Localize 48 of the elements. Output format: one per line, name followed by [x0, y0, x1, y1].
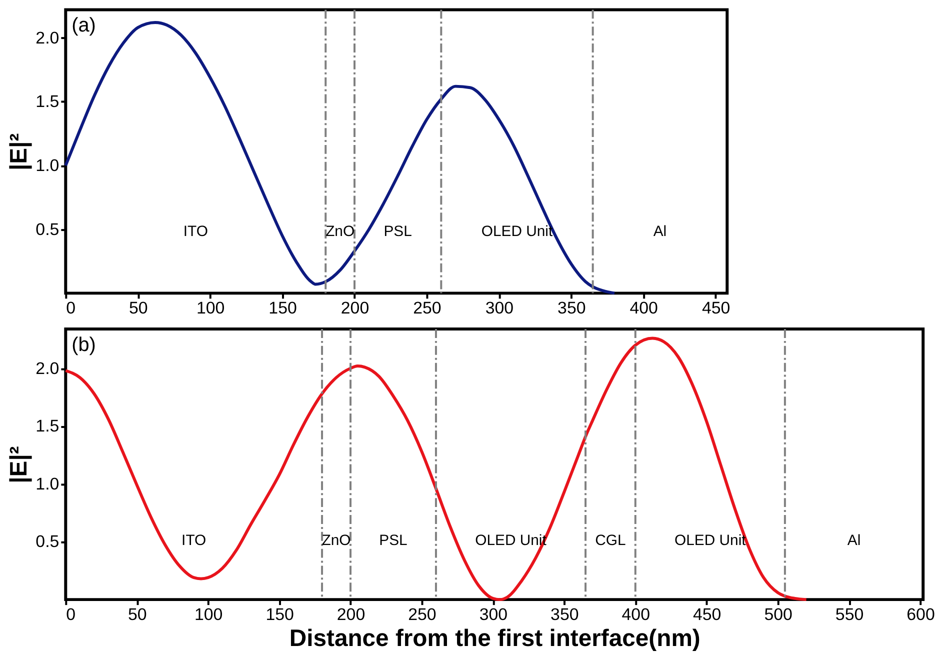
x-tick-label: 250	[408, 604, 436, 624]
annotation: Al	[847, 532, 861, 550]
annotation: ITO	[183, 222, 208, 240]
x-tick-label: 100	[194, 604, 223, 624]
annotation: OLED Unit	[481, 222, 554, 240]
x-tick-label: 0	[66, 298, 76, 318]
x-tick-label: 400	[630, 298, 658, 318]
y-axis-title: |E|²	[6, 446, 33, 484]
y-tick-label: 1.0	[36, 474, 60, 494]
x-tick-label: 250	[413, 298, 442, 318]
y-tick-label: 0.5	[36, 532, 60, 552]
x-tick-label: 0	[66, 604, 76, 624]
y-tick-label: 0.5	[36, 220, 60, 239]
x-tick-label: 350	[550, 604, 579, 624]
annotation: (b)	[72, 334, 96, 356]
annotation: PSL	[379, 532, 408, 550]
x-tick-label: 50	[128, 298, 148, 318]
x-tick-label: 450	[702, 298, 730, 318]
x-axis-title: Distance from the first interface(nm)	[289, 624, 700, 652]
x-tick-label: 600	[906, 604, 935, 624]
annotation: CGL	[595, 532, 626, 550]
annotation: ZnO	[326, 222, 355, 240]
y-tick-label: 1.5	[36, 92, 60, 112]
annotation: (a)	[72, 14, 96, 37]
annotation: Al	[653, 222, 667, 240]
x-tick-label: 200	[340, 298, 370, 318]
x-tick-label: 200	[336, 604, 366, 624]
x-tick-label: 350	[558, 298, 586, 318]
x-tick-label: 50	[128, 604, 147, 624]
annotation: ZnO	[322, 532, 351, 550]
y-tick-label: 1.0	[36, 156, 60, 175]
x-tick-label: 150	[266, 604, 294, 624]
x-tick-label: 100	[196, 298, 225, 318]
x-tick-label: 300	[479, 604, 508, 624]
x-tick-label: 150	[268, 298, 297, 318]
y-tick-label: 2.0	[36, 28, 60, 48]
x-tick-label: 500	[764, 604, 792, 624]
annotation: OLED Unit	[674, 532, 747, 550]
x-tick-label: 550	[835, 604, 864, 624]
line-series	[64, 336, 808, 602]
y-tick-label: 1.5	[36, 416, 60, 436]
x-tick-label: 300	[485, 298, 514, 318]
x-tick-label: 400	[622, 604, 650, 624]
x-tick-label: 450	[692, 604, 722, 624]
y-axis-title: |E|²	[6, 133, 33, 171]
annotation: PSL	[384, 222, 412, 240]
y-tick-label: 2.0	[36, 358, 60, 378]
annotation: ITO	[182, 532, 206, 550]
